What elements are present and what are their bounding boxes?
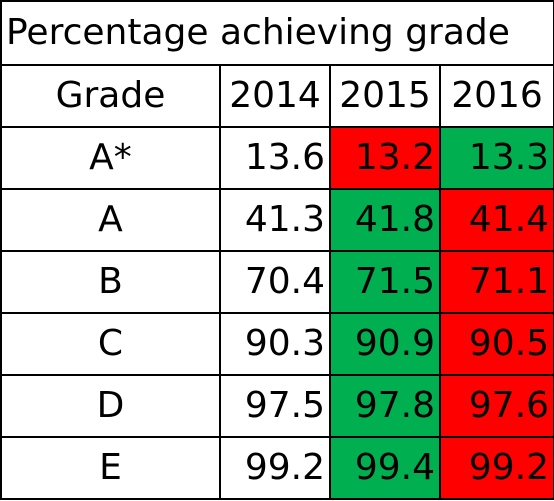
grade-column-header: Grade — [0, 64, 221, 128]
title-row: Percentage achieving grade — [0, 0, 554, 66]
value-cell: 99.2 — [438, 436, 554, 500]
table-title: Percentage achieving grade — [0, 0, 554, 66]
value-cell: 70.4 — [219, 250, 331, 314]
value-cell: 13.3 — [438, 126, 554, 190]
value-cell: 41.8 — [329, 188, 441, 252]
value-cell: 13.6 — [219, 126, 331, 190]
header-row: Grade 2014 2015 2016 — [0, 64, 554, 128]
value-cell: 41.3 — [219, 188, 331, 252]
value-cell: 97.8 — [329, 374, 441, 438]
value-cell: 99.2 — [219, 436, 331, 500]
table-row: B 70.4 71.5 71.1 — [0, 250, 554, 314]
value-cell: 97.6 — [438, 374, 554, 438]
grade-label: B — [0, 250, 221, 314]
grade-label: C — [0, 312, 221, 376]
value-cell: 41.4 — [438, 188, 554, 252]
grade-label: A* — [0, 126, 221, 190]
value-cell: 99.4 — [329, 436, 441, 500]
value-cell: 90.5 — [438, 312, 554, 376]
year-header-2016: 2016 — [438, 64, 554, 128]
value-cell: 71.5 — [329, 250, 441, 314]
year-header-2015: 2015 — [329, 64, 441, 128]
value-cell: 90.3 — [219, 312, 331, 376]
grade-label: E — [0, 436, 221, 500]
value-cell: 71.1 — [438, 250, 554, 314]
table-row: A 41.3 41.8 41.4 — [0, 188, 554, 252]
grade-label: A — [0, 188, 221, 252]
table-row: E 99.2 99.4 99.2 — [0, 436, 554, 500]
value-cell: 13.2 — [329, 126, 441, 190]
table-row: D 97.5 97.8 97.6 — [0, 374, 554, 438]
value-cell: 90.9 — [329, 312, 441, 376]
value-cell: 97.5 — [219, 374, 331, 438]
table-row: C 90.3 90.9 90.5 — [0, 312, 554, 376]
grade-label: D — [0, 374, 221, 438]
table-row: A* 13.6 13.2 13.3 — [0, 126, 554, 190]
year-header-2014: 2014 — [219, 64, 331, 128]
